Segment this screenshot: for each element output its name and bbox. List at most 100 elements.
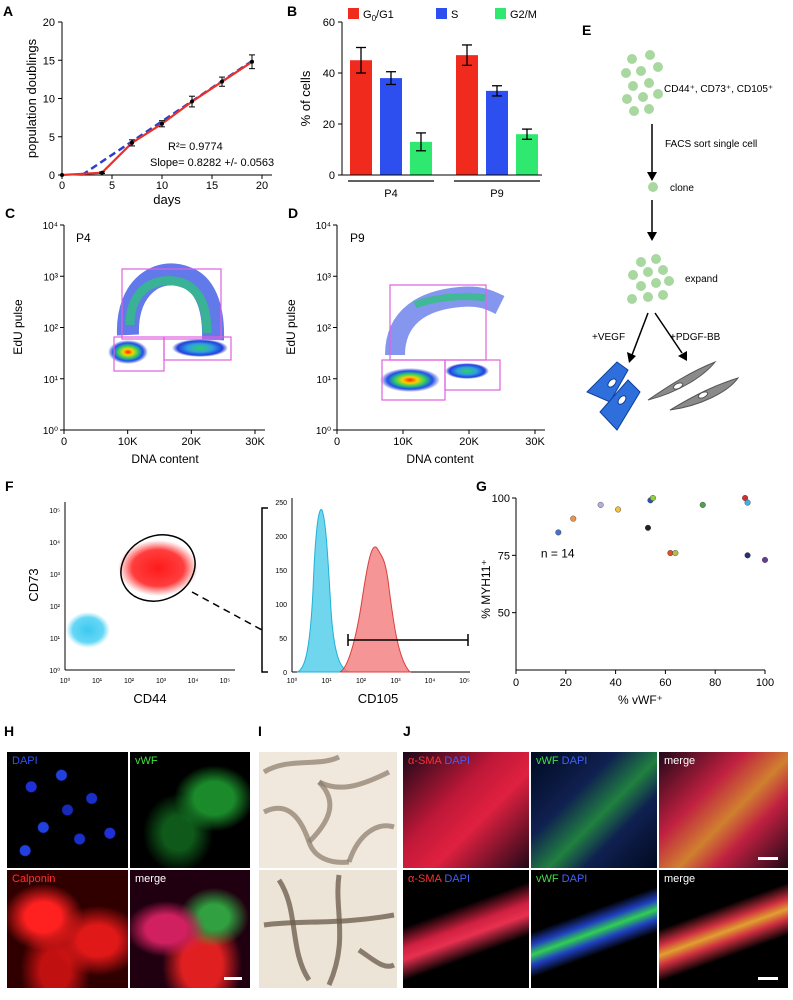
panel-label-e: E — [582, 22, 592, 38]
data-point — [250, 59, 254, 64]
vwf-myh11-scatter: 0 20 40 60 80 100 50 75 100 % vWF⁺ % MYH11⁺ n = 14 — [479, 493, 774, 707]
vegf-label: +VEGF — [592, 332, 625, 343]
tick-label: 10¹ — [317, 375, 332, 386]
panel-label-j: J — [403, 723, 411, 739]
j-sma-label-1: α-SMA — [408, 755, 442, 767]
tick-label: 10⁰ — [49, 667, 60, 675]
j-merge-label-2: merge — [664, 873, 696, 885]
scatter-point — [744, 552, 751, 559]
tick-label: 10³ — [317, 272, 332, 283]
axis-label: population doublings — [24, 38, 39, 158]
cell-cluster-top — [621, 50, 663, 116]
tick-label: 10¹ — [92, 678, 103, 685]
tick-label: 10⁴ — [425, 678, 436, 685]
data-point — [190, 99, 194, 104]
tick-label: 10⁵ — [459, 678, 470, 685]
i-tube-image-bottom — [259, 870, 397, 988]
flow-p9-xticks: 0 10K 20K 30K — [334, 430, 545, 448]
tick-label: 20 — [43, 17, 55, 29]
tick-label: 0 — [61, 436, 67, 448]
j-vwf-label-1: vWF — [536, 755, 559, 767]
scale-bar-h — [224, 977, 242, 980]
tick-label: 0 — [283, 670, 287, 677]
bar — [456, 55, 478, 175]
tick-label: 10² — [44, 324, 59, 335]
cd105-histogram — [339, 546, 412, 673]
panel-label-f: F — [5, 478, 14, 494]
j-dapi-label-2: DAPI — [561, 755, 588, 767]
tick-label: 75 — [498, 550, 510, 562]
tick-label: 20K — [459, 436, 479, 448]
legend-label-s: S — [451, 9, 458, 21]
gate-ellipse — [120, 534, 196, 602]
h-dapi-image: DAPI — [7, 752, 128, 868]
smooth-muscle-cells — [647, 360, 740, 411]
expand-label: expand — [685, 274, 718, 285]
scatter-point — [597, 501, 604, 508]
tick-label: 5 — [49, 132, 55, 144]
h-vwf-image: vWF — [130, 752, 250, 868]
scatter-point — [762, 556, 769, 563]
tick-label: 200 — [275, 534, 287, 541]
tick-label: 10¹ — [44, 375, 59, 386]
tick-label: 10⁰ — [60, 677, 71, 685]
data-point — [100, 170, 104, 175]
category-label: P4 — [384, 188, 397, 200]
tick-label: 10⁵ — [49, 508, 60, 515]
flow-p4-xlabel: DNA content — [131, 452, 199, 466]
surface-marker-flow: 10⁰ 10¹ 10² 10³ 10⁴ 10⁵ 10⁰ 10¹ 10² 10³ 10⁴ 10⁵ CD4… — [26, 498, 470, 706]
scatter-point — [570, 515, 577, 522]
axis-label: days — [153, 192, 181, 207]
pdgf-label: +PDGF-BB — [670, 332, 721, 343]
j-sma-top: α-SMA DAPI — [403, 752, 529, 868]
tick-label: 250 — [275, 500, 287, 507]
endothelial-cells — [586, 361, 641, 431]
h-calponin-image: Calponin — [7, 870, 128, 988]
scatter-point — [699, 501, 706, 508]
scale-bar-j-top — [758, 857, 778, 860]
panel-label-g: G — [476, 478, 487, 494]
j-merge-top: merge — [659, 752, 788, 868]
slope-annotation: Slope= 0.8282 +/- 0.0563 — [150, 157, 274, 169]
tick-label: 15 — [43, 55, 55, 67]
tick-label: 60 — [659, 677, 671, 689]
tick-label: 150 — [275, 568, 287, 575]
flow-p9-title: P9 — [350, 231, 365, 245]
data-point — [130, 140, 134, 145]
flow-p9-yticks: 10⁰ 10¹ 10² 10³ 10⁴ — [316, 221, 337, 437]
bar — [380, 78, 402, 175]
legend-swatch — [436, 8, 447, 19]
tick-label: 10⁴ — [316, 221, 331, 232]
tick-label: 30K — [245, 436, 265, 448]
cd44-cd73-ticks: 10⁰ 10¹ 10² 10³ 10⁴ 10⁵ 10⁰ 10¹ 10² 10³ 10⁴ 10⁵ — [49, 508, 230, 685]
panel-label-h: H — [4, 723, 15, 739]
scatter-point — [744, 499, 751, 506]
h-dapi-label: DAPI — [12, 755, 38, 767]
j-merge-bottom: merge — [659, 870, 788, 988]
cd105-label: CD105 — [358, 691, 398, 706]
n-annotation: n = 14 — [541, 547, 575, 561]
j-sma-bottom: α-SMA DAPI — [403, 870, 529, 988]
scatter-point — [615, 506, 622, 513]
sort-text: FACS sort single cell — [665, 139, 757, 150]
h-merge-label: merge — [135, 873, 167, 885]
flow-p4-ylabel: EdU pulse — [11, 299, 25, 355]
cd73-label: CD73 — [26, 568, 41, 601]
tick-label: 10 — [156, 180, 168, 192]
tick-label: 10K — [118, 436, 138, 448]
tick-label: 0 — [59, 180, 65, 192]
scale-bar-j-bottom — [758, 977, 778, 980]
panel-label-d: D — [288, 205, 299, 221]
flow-plot-p4: P4 0 10K 20K 30K 10⁰ 10¹ 10² 10³ 10⁴ DNA conten… — [11, 221, 265, 466]
j-vwf-top: vWF DAPI — [531, 752, 657, 868]
scatter-point — [667, 550, 674, 557]
scatter-point — [742, 494, 749, 501]
tick-label: 30K — [525, 436, 545, 448]
tick-label: 5 — [109, 180, 115, 192]
j-dapi-label-1: DAPI — [444, 755, 471, 767]
tick-label: 10⁰ — [287, 677, 298, 685]
positive-population — [118, 540, 198, 596]
tick-label: 10³ — [390, 678, 401, 685]
legend-label-g0g1: G0/G1 — [363, 9, 394, 23]
j-dapi-label-4: DAPI — [561, 873, 588, 885]
